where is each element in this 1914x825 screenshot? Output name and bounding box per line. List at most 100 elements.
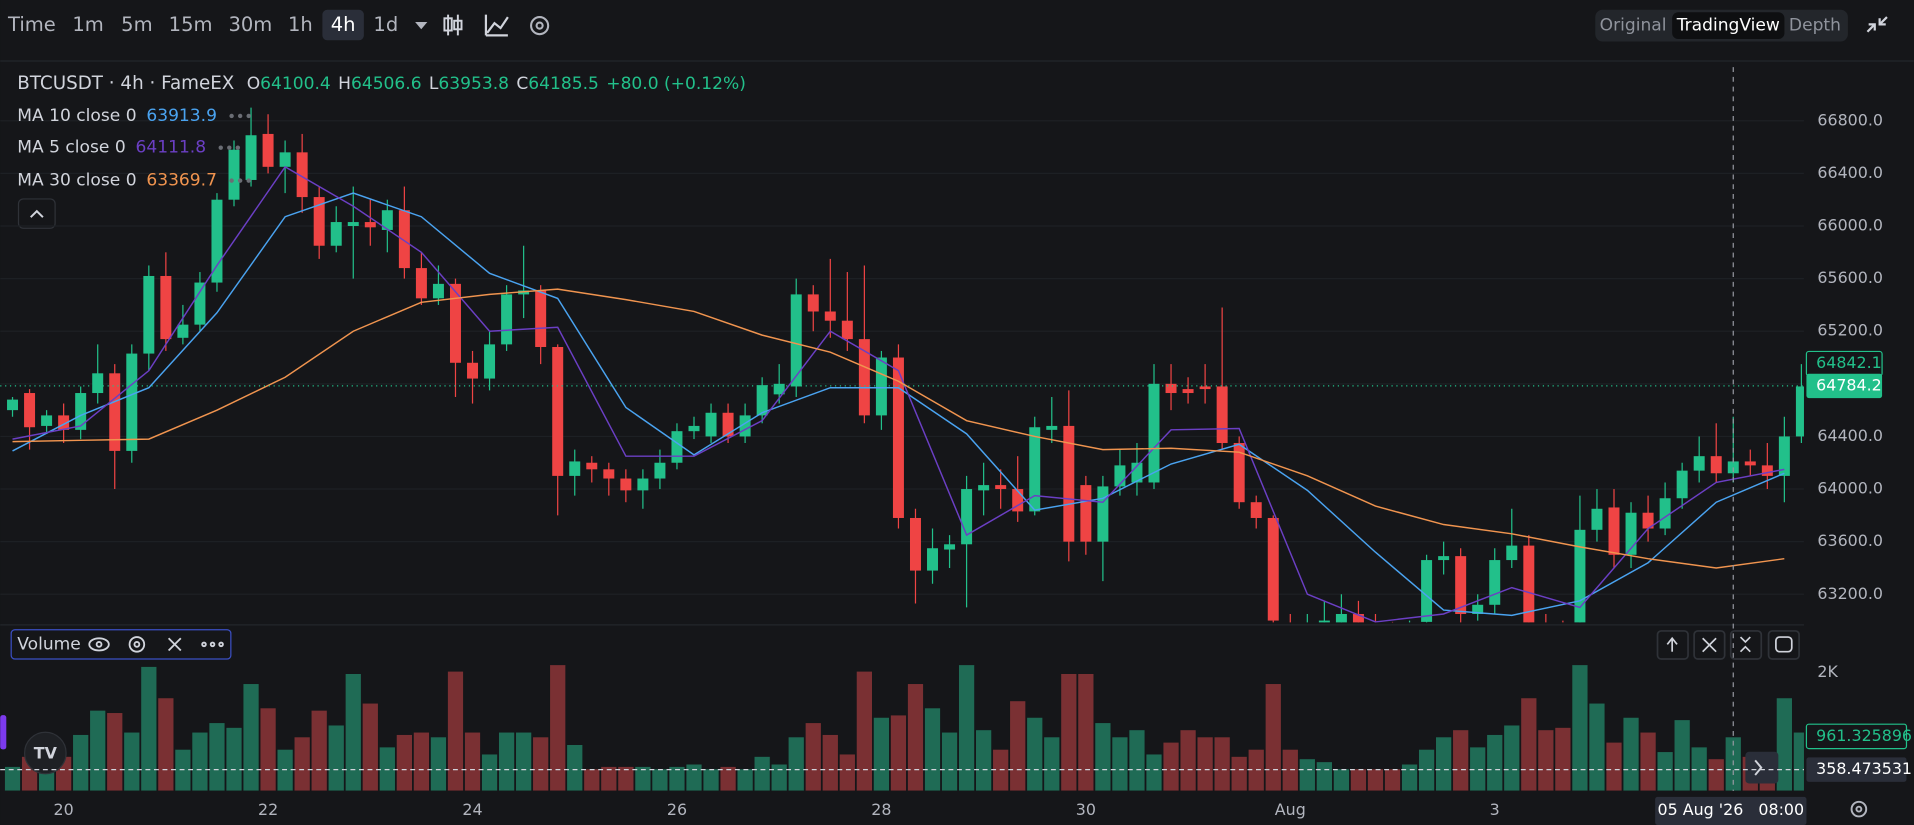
candle-body — [944, 544, 956, 550]
volume-bar — [1605, 742, 1623, 791]
volume-bar — [123, 731, 141, 791]
x-tick-label: 20 — [54, 800, 74, 819]
interval-button[interactable]: 4h — [331, 13, 356, 36]
pane-buttons[interactable] — [1656, 630, 1800, 660]
logo — [23, 731, 67, 775]
volume-legend[interactable] — [10, 629, 232, 660]
candle-body — [194, 282, 206, 325]
ma-menu-dot[interactable] — [237, 113, 243, 119]
candle-body — [313, 197, 325, 246]
candle-body — [1267, 517, 1279, 621]
x-tick-label: 22 — [258, 800, 278, 819]
interval-dropdown[interactable] — [415, 21, 428, 30]
volume-legend-icons[interactable] — [88, 636, 224, 653]
volume-bar — [464, 731, 481, 791]
volume-bar — [1179, 729, 1197, 791]
ohlc-value: 64185.5 — [528, 74, 599, 94]
interval-button[interactable]: Time — [7, 13, 56, 36]
interval-button[interactable]: 15m — [169, 13, 213, 36]
volume-bar — [1469, 746, 1486, 791]
candle-body — [1693, 456, 1705, 471]
volume-bar — [1690, 746, 1708, 791]
candle-body — [1710, 456, 1722, 474]
volume-bar — [1707, 758, 1725, 791]
ma-menu-dot[interactable] — [227, 145, 232, 150]
volume-bar — [106, 712, 123, 791]
candle-body — [109, 373, 121, 451]
candle-body — [739, 415, 751, 437]
candle-body — [824, 311, 836, 321]
view-button[interactable]: Depth — [1789, 16, 1841, 36]
y-tick-label: 65600.0 — [1817, 268, 1883, 287]
candle-body — [1199, 386, 1211, 390]
y-tick-label: 66400.0 — [1817, 163, 1883, 182]
volume-bar — [1350, 768, 1367, 791]
collapse-icon[interactable] — [1866, 16, 1888, 33]
volume-bar — [1333, 768, 1350, 791]
x-tick-label: 26 — [667, 800, 687, 819]
ma-menu-dot[interactable] — [229, 113, 234, 119]
candle-body — [875, 357, 887, 416]
candle-body — [1318, 620, 1330, 623]
candle-body — [671, 431, 683, 463]
interval-button[interactable]: 1d — [373, 13, 398, 36]
volume-bar — [890, 714, 907, 791]
ma-value: 64111.8 — [135, 138, 206, 158]
candle-body — [1114, 465, 1126, 487]
volume-bar — [1145, 753, 1163, 791]
ma-name: MA 5 close 0 — [17, 138, 125, 158]
view-button[interactable]: TradingView — [1676, 16, 1780, 36]
candle-body — [1029, 427, 1041, 512]
candle-body — [449, 283, 461, 363]
candle-body — [160, 275, 172, 340]
volume-bar — [259, 707, 277, 791]
candle-body — [41, 415, 53, 426]
ohlc-label: C — [516, 74, 528, 94]
volume-bar — [1776, 697, 1793, 791]
axis-settings[interactable] — [1850, 800, 1868, 818]
volume-bar — [685, 763, 703, 791]
view-button[interactable]: Original — [1600, 16, 1667, 36]
candle-body — [467, 362, 479, 379]
volume-bar — [907, 683, 924, 791]
candle-body — [262, 133, 274, 167]
ma-menu-dot[interactable] — [237, 178, 243, 183]
candle-body — [858, 339, 870, 416]
interval-button[interactable]: 30m — [228, 13, 272, 36]
candle-body — [1352, 613, 1364, 623]
ohlc-label: O — [247, 74, 260, 94]
candle-body — [927, 548, 939, 571]
candle-body — [892, 357, 904, 518]
ma-line — [12, 165, 1785, 623]
interval-button[interactable]: 5m — [121, 13, 152, 36]
candle-body — [501, 294, 513, 345]
candle-body — [211, 199, 223, 283]
volume-bar — [327, 724, 345, 791]
ma-menu-dot[interactable] — [229, 178, 234, 183]
candle-body — [1233, 443, 1245, 503]
candle-body — [1097, 486, 1109, 542]
interval-button[interactable]: 1m — [72, 13, 103, 36]
volume-bar — [89, 710, 106, 791]
volume-bar — [157, 697, 175, 791]
volume-bar — [924, 707, 941, 791]
candle-type-icon[interactable] — [443, 14, 463, 36]
legend-collapse[interactable] — [17, 198, 56, 229]
side-tab[interactable] — [0, 715, 7, 750]
candle-body — [1574, 529, 1586, 623]
volume-bar — [1656, 751, 1674, 791]
indicators-icon[interactable] — [484, 14, 509, 37]
ma-menu-dot[interactable] — [246, 178, 251, 183]
settings-icon[interactable] — [530, 16, 550, 36]
candle-body — [790, 294, 802, 387]
volume-bar — [1230, 756, 1248, 791]
ma-menu-dot[interactable] — [218, 145, 223, 150]
ma-menu-dot[interactable] — [235, 145, 241, 150]
candle-body — [381, 210, 393, 230]
crosshair-date: 05 Aug '26 08:00 — [1658, 800, 1805, 819]
volume-bar — [379, 746, 396, 791]
candle-body — [228, 149, 240, 200]
interval-button[interactable]: 1h — [288, 13, 313, 36]
ma-menu-dot[interactable] — [246, 113, 251, 119]
